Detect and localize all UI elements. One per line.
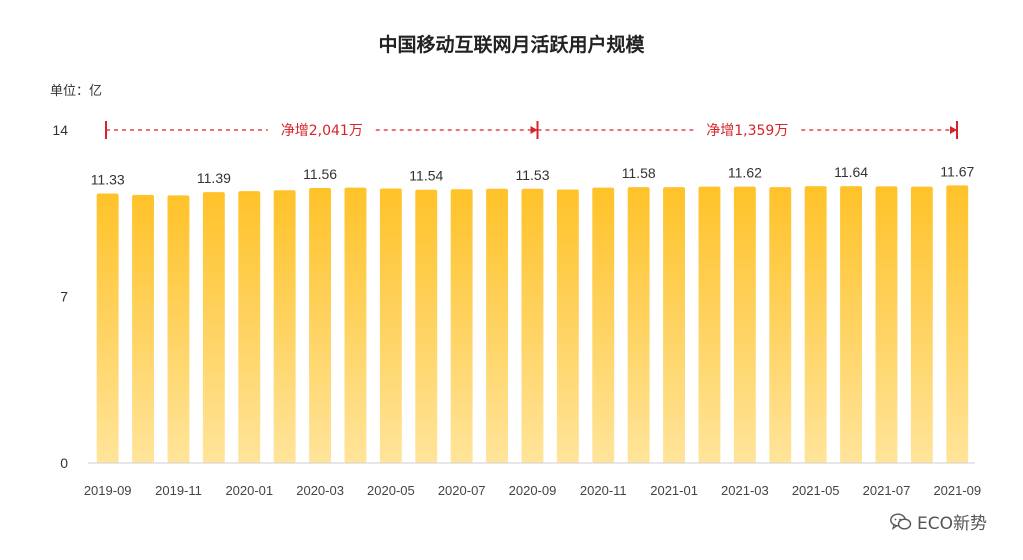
annotation-layer: 净增2,041万 净增1,359万 [105, 121, 958, 139]
data-label: 11.56 [303, 166, 337, 182]
bars-layer [96, 185, 969, 464]
wechat-icon [890, 512, 912, 531]
bar-2019-09 [96, 193, 119, 463]
bar-2020-04 [344, 187, 367, 463]
bar-2020-02 [273, 190, 296, 463]
bar-2021-04 [769, 187, 792, 463]
unit-label: 单位：亿 [50, 84, 103, 99]
x-tick-label: 2019-09 [84, 483, 132, 498]
x-tick-label: 2020-01 [225, 483, 273, 498]
x-tick-label: 2020-05 [367, 483, 415, 498]
x-tick-label: 2021-03 [721, 483, 769, 498]
data-label: 11.53 [516, 167, 550, 183]
bar-2020-10 [556, 189, 579, 463]
bar-2021-08 [910, 186, 933, 463]
bar-2021-03 [733, 186, 756, 463]
bar-2021-01 [663, 187, 685, 463]
bar-2020-03 [309, 188, 331, 463]
bar-2020-09 [521, 188, 544, 464]
bar-2020-11 [592, 187, 615, 463]
data-label: 11.62 [728, 165, 762, 181]
y-tick-label: 7 [60, 289, 68, 305]
watermark-text: ECO新势 [917, 514, 987, 534]
y-tick-label: 14 [52, 122, 68, 138]
bar-2021-07 [875, 186, 898, 463]
x-tick-label: 2021-05 [792, 483, 840, 498]
x-tick-label: 2021-07 [863, 483, 911, 498]
x-tick-label: 2021-01 [650, 483, 698, 498]
x-tick-label: 2021-09 [933, 483, 981, 498]
bar-2020-07 [450, 189, 473, 463]
annotation-arrow [950, 126, 957, 134]
watermark: ECO新势 [890, 509, 987, 534]
data-label: 11.64 [834, 164, 868, 180]
bar-2020-01 [238, 191, 261, 463]
bar-2021-05 [804, 186, 827, 463]
bar-2019-10 [132, 194, 154, 463]
x-tick-label: 2020-11 [580, 483, 627, 498]
bar-2020-08 [486, 188, 508, 464]
data-label: 11.67 [940, 163, 974, 179]
y-tick-label: 0 [60, 455, 68, 471]
bar-2019-12 [202, 192, 225, 463]
x-tick-label: 2020-07 [438, 483, 486, 498]
annotation-arrow [530, 126, 538, 134]
data-label: 11.33 [91, 172, 125, 188]
data-label: 11.58 [622, 165, 656, 181]
data-label: 11.39 [197, 170, 231, 186]
data-labels-layer: 11.33 11.39 11.56 11.54 11.53 11.58 11.62 11.64… [91, 163, 975, 187]
annotation-label: 净增2,041万 [281, 123, 363, 139]
annotation-label: 净增1,359万 [706, 123, 788, 139]
bar-2021-02 [698, 186, 721, 463]
bar-2020-12 [627, 187, 650, 463]
bar-2021-06 [840, 186, 862, 463]
x-tick-label: 2019-11 [155, 483, 202, 498]
data-label: 11.54 [409, 168, 443, 184]
bar-2020-06 [415, 189, 438, 463]
bar-2020-05 [379, 188, 402, 463]
bar-2019-11 [167, 195, 190, 463]
axis-layer: 0 7 14 2019-09 2019-11 2020-01 2020-03 2020-05 2… [52, 122, 981, 498]
bar-2021-09 [946, 185, 969, 463]
x-tick-label: 2020-03 [296, 483, 344, 498]
chart-title: 中国移动互联网月活跃用户规模 [378, 34, 645, 56]
x-tick-label: 2020-09 [509, 483, 557, 498]
